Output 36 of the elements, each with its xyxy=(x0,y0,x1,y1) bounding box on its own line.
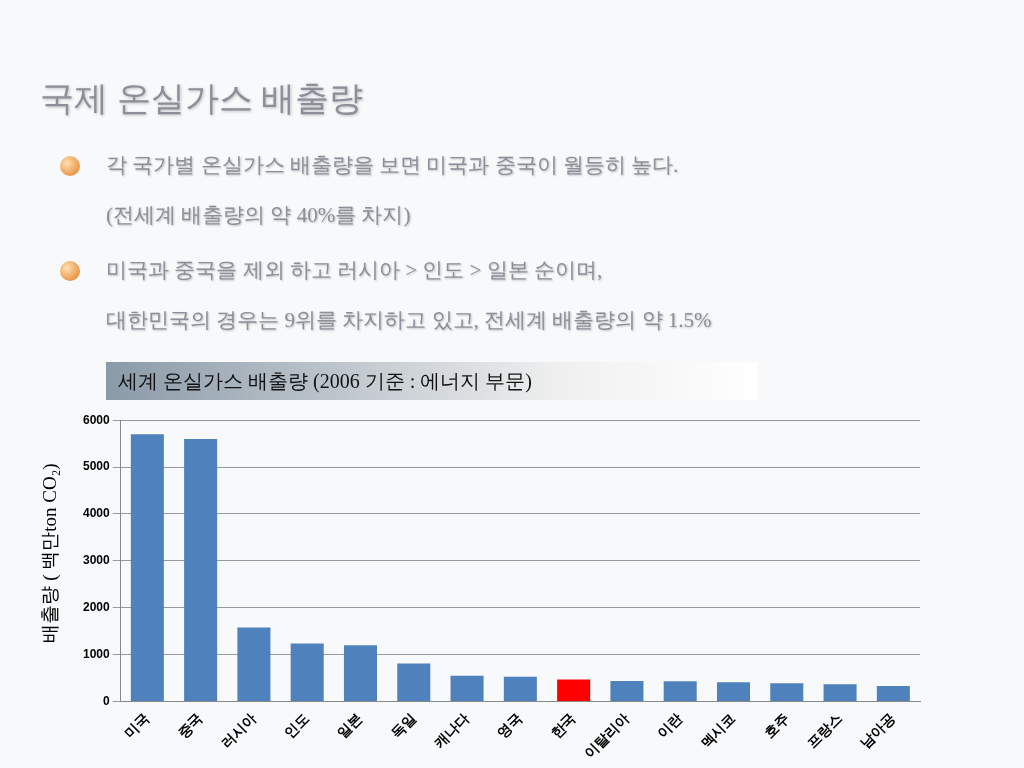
y-tick-label: 2000 xyxy=(82,600,111,615)
x-tick-label: 인도 xyxy=(280,710,313,742)
x-tick-label: 한국 xyxy=(547,710,579,742)
bar xyxy=(716,682,751,702)
bar xyxy=(450,675,484,702)
bar xyxy=(663,681,697,702)
bar xyxy=(770,683,804,702)
chart-title: 세계 온실가스 배출량 (2006 기준 : 에너지 부문) xyxy=(106,362,758,400)
text: 미국과 중국을 제외 하고 러시아 > 인도 > 일본 순이며, 대한민국의 경우는 9위를 차지하고 있고, 전세계 배출량의 약 1.5% xyxy=(106,258,712,332)
x-tick-label: 중국 xyxy=(174,710,206,742)
y-tick-label: 4000 xyxy=(82,506,111,521)
bar xyxy=(130,434,164,702)
x-tick-label: 호주 xyxy=(760,710,792,742)
bar xyxy=(610,680,644,702)
y-tick-label: 1000 xyxy=(82,646,111,661)
bar xyxy=(397,663,431,702)
bar xyxy=(823,684,857,702)
bar xyxy=(184,438,218,702)
y-axis-title: 배출량 ( 백만ton CO₂) xyxy=(38,462,61,645)
x-tick-label: 이란 xyxy=(653,710,686,742)
bar xyxy=(237,627,271,702)
y-tick-label: 6000 xyxy=(82,412,111,427)
y-tick-label: 0 xyxy=(103,693,111,708)
bar xyxy=(503,676,537,702)
y-tick-label: 3000 xyxy=(82,553,111,568)
x-tick-label: 일본 xyxy=(334,710,366,742)
text: 각 국가별 온실가스 배출량을 보면 미국과 중국이 월등히 높다. (전세계 배출량의 약 40%를 차지) xyxy=(106,153,679,227)
x-tick-label: 독일 xyxy=(387,710,419,742)
chart-subtitle: 국제 온실가스 배출량 xyxy=(40,79,363,119)
x-tick-label: 영국 xyxy=(494,710,526,742)
bar xyxy=(876,686,910,702)
y-tick-label: 5000 xyxy=(82,459,111,474)
x-tick-label: 미국 xyxy=(121,710,153,742)
bar xyxy=(557,679,591,702)
bar xyxy=(290,643,324,702)
bar xyxy=(343,645,378,702)
